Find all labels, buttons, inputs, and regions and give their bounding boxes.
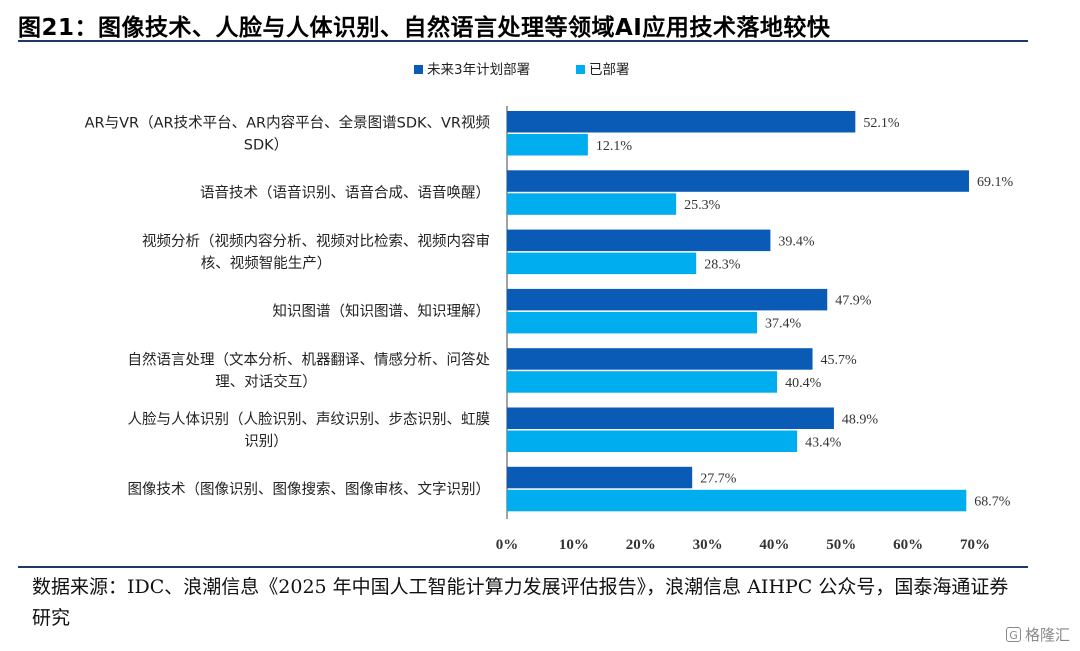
- data-label: 68.7%: [974, 495, 1011, 510]
- watermark: G 格隆汇: [1005, 624, 1070, 645]
- bar-deployed: [507, 371, 778, 393]
- x-tick-label: 50%: [826, 537, 856, 553]
- data-label: 12.1%: [596, 139, 633, 154]
- category-label: 理、对话交互）: [215, 372, 317, 390]
- category-label: 识别）: [244, 433, 288, 450]
- bar-deployed: [507, 252, 697, 275]
- bar-deployed: [507, 489, 967, 512]
- bar-deployed: [507, 193, 677, 215]
- data-label: 45.7%: [821, 353, 858, 368]
- bar-planned: [507, 111, 856, 133]
- data-label: 52.1%: [863, 116, 900, 131]
- x-tick-label: 40%: [759, 537, 789, 553]
- data-label: 48.9%: [842, 412, 879, 427]
- x-tick-label: 20%: [626, 537, 656, 553]
- legend-swatch-1: [414, 65, 423, 74]
- top-rule: [18, 40, 1028, 42]
- category-label: 知识图谱（知识图谱、知识理解）: [273, 303, 491, 320]
- data-label: 28.3%: [704, 257, 741, 272]
- data-label: 27.7%: [700, 472, 737, 487]
- data-label: 25.3%: [684, 198, 721, 213]
- bar-planned: [507, 466, 693, 489]
- x-tick-label: 0%: [496, 537, 519, 553]
- bar-planned: [507, 348, 813, 370]
- legend-label-1: 未来3年计划部署: [427, 62, 530, 78]
- category-label: 语音技术（语音识别、语音合成、语音唤醒）: [200, 185, 490, 202]
- data-label: 39.4%: [778, 234, 815, 249]
- category-label: 人脸与人体识别（人脸识别、声纹识别、步态识别、虹膜: [128, 410, 491, 428]
- x-tick-label: 70%: [960, 537, 990, 553]
- category-label: 核、视频智能生产）: [201, 255, 332, 272]
- category-label: SDK）: [244, 136, 288, 153]
- source-note: 数据来源：IDC、浪潮信息《2025 年中国人工智能计算力发展评估报告》，浪潮信…: [32, 576, 1009, 629]
- data-label: 43.4%: [805, 435, 842, 450]
- bar-planned: [507, 229, 771, 252]
- data-label: 37.4%: [765, 317, 802, 332]
- bar-planned: [507, 407, 834, 429]
- figure-title: 图21：图像技术、人脸与人体识别、自然语言处理等领域AI应用技术落地较快: [18, 15, 831, 41]
- bar-deployed: [507, 134, 588, 156]
- bar-planned: [507, 170, 969, 192]
- bar-chart: 未来3年计划部署 已部署 0% 10% 20% 30% 40% 50% 60% 70% AR与VR（…: [85, 62, 1014, 553]
- x-tick-label: 30%: [693, 537, 723, 553]
- legend-swatch-2: [576, 65, 585, 74]
- bar-deployed: [507, 311, 758, 334]
- category-label: 视频分析（视频内容分析、视频对比检索、视频内容审: [142, 233, 490, 250]
- x-tick-label: 10%: [559, 537, 589, 553]
- legend-label-2: 已部署: [589, 62, 630, 78]
- bar-deployed: [507, 430, 798, 452]
- x-tick-label: 60%: [893, 537, 923, 553]
- data-label: 69.1%: [977, 175, 1014, 190]
- category-label: 图像技术（图像识别、图像搜索、图像审核、文字识别）: [128, 481, 491, 498]
- data-label: 47.9%: [835, 294, 872, 309]
- category-label: 自然语言处理（文本分析、机器翻译、情感分析、问答处: [128, 351, 491, 368]
- bottom-rule: [18, 566, 1028, 568]
- category-label: AR与VR（AR技术平台、AR内容平台、全景图谱SDK、VR视频: [85, 113, 491, 131]
- bar-planned: [507, 288, 828, 311]
- watermark-text: 格隆汇: [1024, 626, 1070, 644]
- data-label: 40.4%: [785, 376, 822, 391]
- watermark-logo-icon: G: [1005, 627, 1021, 642]
